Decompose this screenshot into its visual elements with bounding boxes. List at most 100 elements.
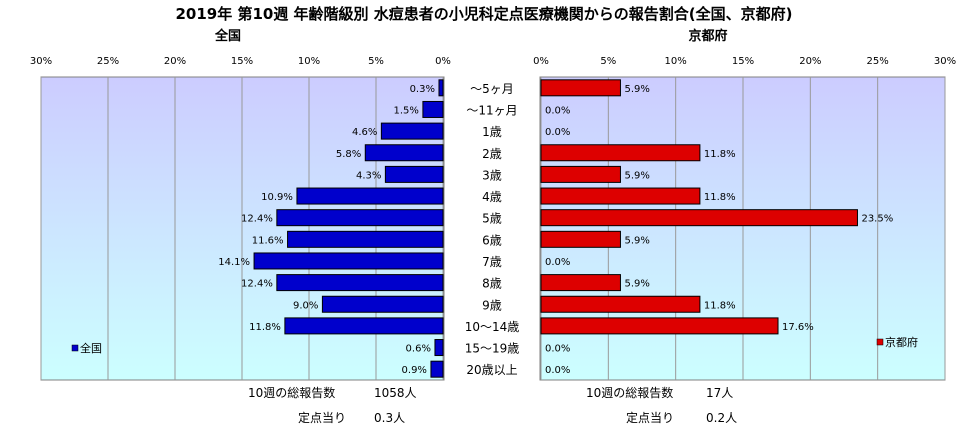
- kyoto-data-label: 11.8%: [704, 192, 736, 203]
- national-x-tick-label: 30%: [30, 56, 52, 67]
- category-label: 7歳: [482, 255, 502, 269]
- national-data-label: 4.3%: [356, 170, 381, 181]
- national-panel-title: 全国: [214, 28, 241, 44]
- category-label: ～11ヶ月: [466, 103, 517, 117]
- kyoto-data-label: 0.0%: [545, 344, 570, 355]
- category-label: 6歳: [482, 233, 502, 247]
- kyoto-bar: [540, 144, 701, 162]
- kyoto-bar: [540, 187, 701, 205]
- national-per-label: 定点当り: [298, 410, 346, 425]
- national-bar: [276, 209, 444, 227]
- national-data-label: 11.8%: [249, 322, 281, 333]
- category-label: 2歳: [482, 147, 502, 161]
- kyoto-per-label: 定点当り: [626, 410, 674, 425]
- category-label: 1歳: [482, 125, 502, 139]
- kyoto-data-label: 23.5%: [861, 214, 893, 225]
- kyoto-x-tick-label: 20%: [799, 56, 821, 67]
- national-bar: [380, 122, 444, 140]
- kyoto-x-tick-label: 5%: [600, 56, 616, 67]
- kyoto-data-label: 5.9%: [624, 279, 649, 290]
- national-legend-label: 全国: [80, 341, 102, 355]
- kyoto-data-label: 11.8%: [704, 149, 736, 160]
- national-x-tick-label: 15%: [231, 56, 253, 67]
- national-bar: [384, 165, 444, 183]
- data-labels: 0.3% 1.5% 4.6% 5.8% 4.3% 10.9% 12.4% 11.6%14.1%…: [218, 84, 893, 376]
- category-label: 15～19歳: [465, 342, 520, 356]
- kyoto-legend-label: 京都府: [885, 335, 918, 349]
- kyoto-data-label: 5.9%: [624, 235, 649, 246]
- category-label: 3歳: [482, 168, 502, 182]
- category-label: 20歳以上: [466, 363, 517, 377]
- national-data-label: 0.3%: [410, 84, 435, 95]
- kyoto-bar: [540, 209, 858, 227]
- national-data-label: 11.6%: [252, 235, 284, 246]
- national-bar: [321, 295, 444, 313]
- kyoto-data-label: 5.9%: [624, 84, 649, 95]
- kyoto-x-tick-label: 30%: [934, 56, 956, 67]
- kyoto-bar: [540, 230, 621, 248]
- national-data-label: 12.4%: [241, 214, 273, 225]
- kyoto-legend: 京都府: [876, 335, 918, 349]
- category-label: 8歳: [482, 277, 502, 291]
- national-bar: [430, 360, 444, 378]
- national-x-tick-label: 20%: [164, 56, 186, 67]
- kyoto-total-value: 17人: [706, 386, 733, 400]
- national-data-label: 9.0%: [293, 300, 318, 311]
- national-bar: [438, 79, 444, 97]
- national-per-value: 0.3人: [374, 411, 405, 425]
- kyoto-data-label: 0.0%: [545, 105, 570, 116]
- kyoto-data-label: 0.0%: [545, 257, 570, 268]
- national-x-tick-label: 25%: [97, 56, 119, 67]
- national-data-label: 1.5%: [393, 105, 418, 116]
- kyoto-bar: [540, 317, 779, 335]
- category-label: 9歳: [482, 298, 502, 312]
- national-bar: [284, 317, 444, 335]
- kyoto-x-tick-label: 10%: [665, 56, 687, 67]
- kyoto-data-label: 0.0%: [545, 127, 570, 138]
- bars: [253, 79, 858, 378]
- kyoto-bar: [540, 295, 701, 313]
- national-data-label: 0.9%: [402, 365, 427, 376]
- kyoto-x-tick-label: 15%: [732, 56, 754, 67]
- national-bar: [434, 339, 444, 357]
- national-bar: [276, 274, 444, 292]
- category-labels: ～5ヶ月 ～11ヶ月 1歳 2歳 3歳 4歳 5歳 6歳 7歳 8歳 9歳 10～14歳 15～19歳 2…: [465, 82, 520, 377]
- national-legend-swatch: [71, 344, 79, 352]
- national-bar: [253, 252, 444, 270]
- national-data-label: 0.6%: [406, 344, 431, 355]
- national-data-label: 12.4%: [241, 279, 273, 290]
- national-bar: [364, 144, 444, 162]
- kyoto-x-tick-label: 25%: [867, 56, 889, 67]
- national-x-tick-label: 0%: [435, 56, 451, 67]
- national-legend: 全国: [71, 341, 102, 355]
- national-x-tick-label: 5%: [368, 56, 384, 67]
- kyoto-bar: [540, 165, 621, 183]
- national-data-label: 14.1%: [218, 257, 250, 268]
- category-label: 4歳: [482, 190, 502, 204]
- kyoto-bar: [540, 274, 621, 292]
- national-data-label: 4.6%: [352, 127, 377, 138]
- national-total-label: 10週の総報告数: [248, 385, 335, 400]
- kyoto-total-label: 10週の総報告数: [586, 385, 673, 400]
- national-bar: [287, 230, 444, 248]
- chart-title: 2019年 第10週 年齢階級別 水痘患者の小児科定点医療機関からの報告割合(全…: [175, 5, 792, 23]
- kyoto-data-label: 11.8%: [704, 300, 736, 311]
- national-data-label: 5.8%: [336, 149, 361, 160]
- national-total-value: 1058人: [374, 386, 417, 400]
- national-bar: [422, 100, 444, 118]
- national-bar: [296, 187, 444, 205]
- kyoto-data-label: 17.6%: [782, 322, 814, 333]
- kyoto-data-label: 5.9%: [624, 170, 649, 181]
- category-label: ～5ヶ月: [470, 82, 514, 96]
- axis-ticks: 0% 5% 10% 15% 20% 25% 30% 0% 5% 10% 15% 20% 25% 30%: [30, 56, 956, 67]
- category-label: 5歳: [482, 212, 502, 226]
- kyoto-bar: [540, 79, 621, 97]
- kyoto-data-label: 0.0%: [545, 365, 570, 376]
- kyoto-legend-swatch: [876, 338, 884, 346]
- kyoto-per-value: 0.2人: [706, 411, 737, 425]
- national-data-label: 10.9%: [261, 192, 293, 203]
- national-x-tick-label: 10%: [298, 56, 320, 67]
- category-label: 10～14歳: [465, 320, 520, 334]
